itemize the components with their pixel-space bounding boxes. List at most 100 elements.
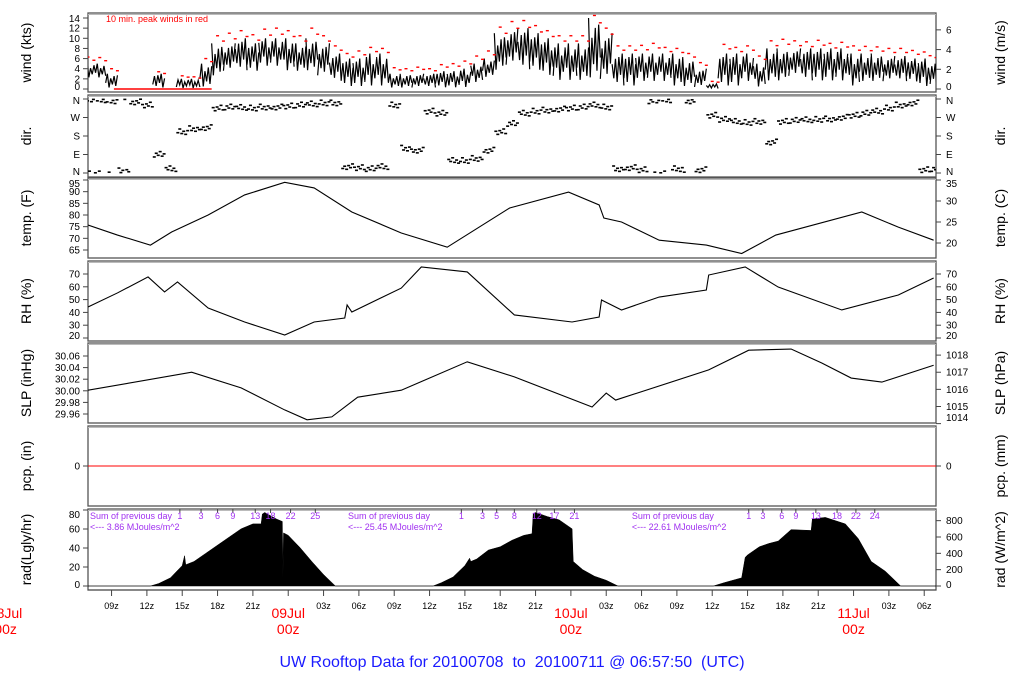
peak-wind-mark	[110, 68, 114, 70]
wind-direction-point	[702, 169, 706, 172]
wind-speed-mark	[328, 53, 342, 81]
time-tick-label: 15z	[740, 601, 755, 611]
dir-frame	[87, 94, 937, 178]
wind-direction-point	[301, 106, 305, 108]
peak-wind-mark	[575, 40, 579, 42]
wind-direction-point	[170, 169, 174, 172]
wind-direction-point	[596, 103, 600, 106]
temp-plot-area	[88, 181, 934, 255]
wind-speed-mark	[599, 33, 613, 79]
wind-speed-mark	[458, 68, 472, 88]
wind-direction-point	[188, 125, 192, 127]
peak-wind-mark	[322, 35, 326, 37]
wind-direction-point	[129, 102, 133, 105]
wind-direction-point	[604, 108, 608, 110]
wind-speed-mark	[211, 43, 225, 76]
wind-direction-point	[796, 121, 800, 124]
wind-speed-mark	[576, 43, 590, 80]
wind-direction-point	[619, 166, 623, 169]
wind-speed-mark	[481, 58, 495, 77]
peak-wind-mark	[905, 51, 909, 54]
wind-direction-point	[474, 157, 478, 159]
wind-direction-point	[657, 99, 661, 102]
dir-right-tick-label: S	[946, 132, 953, 143]
temp-right-tick-label: 30	[946, 197, 958, 208]
wind-speed-mark	[564, 43, 578, 80]
peak-wind-mark	[386, 51, 390, 54]
wind-direction-point	[215, 106, 219, 108]
wind-direction-point	[751, 120, 755, 123]
wind-direction-point	[773, 142, 777, 144]
peak-wind-mark	[233, 38, 237, 40]
peak-wind-mark	[492, 54, 496, 56]
wind-direction-point	[429, 111, 433, 113]
wind-direction-point	[396, 106, 400, 109]
wind-direction-point	[89, 100, 93, 103]
time-axis: 09z 12z 15z 18z 21z 03z 06z 09z 12z 15z 18z 21z 03z 0…	[0, 589, 936, 637]
pcp-right-tick-label: 0	[946, 462, 952, 473]
wind-direction-point	[631, 167, 635, 170]
wind-direction-point	[857, 116, 861, 118]
wind-direction-point	[733, 117, 737, 120]
wind-direction-point	[394, 103, 398, 106]
peak-wind-mark	[634, 49, 638, 51]
rh-left-tick-label: 50	[69, 295, 81, 306]
wind-speed-mark	[187, 78, 201, 89]
peak-wind-mark	[428, 68, 432, 70]
wind-direction-point	[570, 108, 574, 110]
wind-direction-point	[782, 121, 786, 124]
wind-direction-point	[672, 165, 676, 167]
wind-direction-point	[741, 122, 745, 125]
peak-wind-mark	[410, 70, 414, 72]
peak-wind-mark	[545, 29, 549, 32]
wind-direction-point	[95, 100, 99, 102]
wind-speed-mark	[246, 43, 260, 71]
wind-direction-point	[339, 103, 343, 105]
wind-direction-point	[457, 162, 461, 164]
wind-direction-point	[910, 104, 914, 107]
wind-direction-point	[886, 109, 890, 111]
wind-direction-point	[643, 166, 647, 168]
peak-wind-mark	[640, 44, 644, 47]
wind-direction-point	[614, 169, 618, 172]
wind-direction-point	[716, 116, 720, 118]
wind-direction-point	[427, 109, 431, 111]
wind-direction-point	[639, 167, 643, 170]
rad-right-tick-label: 600	[946, 532, 963, 543]
peak-wind-mark	[893, 51, 897, 54]
wind-direction-point	[117, 167, 121, 169]
wind-direction-point	[415, 152, 419, 154]
wind-direction-point	[199, 128, 203, 131]
wind-direction-point	[192, 127, 196, 129]
wind-speed-mark	[729, 53, 743, 86]
wind-direction-point	[341, 167, 345, 170]
wind-direction-point	[276, 105, 280, 107]
day-label-time: 00z	[0, 621, 17, 637]
peak-wind-mark	[398, 69, 402, 71]
peak-wind-mark	[863, 45, 867, 48]
wind-left-tick-label: 8	[74, 44, 80, 55]
time-tick-label: 09z	[670, 601, 685, 611]
wind-direction-point	[531, 107, 535, 110]
wind-speed-mark	[858, 53, 872, 81]
temp-right-tick-label: 35	[946, 179, 958, 190]
time-tick-label: 12z	[422, 601, 437, 611]
wind-direction-point	[398, 103, 402, 105]
peak-wind-mark	[92, 59, 96, 61]
wind-speed-mark	[88, 65, 95, 78]
wind-direction-point	[504, 132, 508, 135]
wind-direction-point	[141, 103, 144, 106]
peak-wind-mark	[445, 66, 449, 68]
wind-direction-point	[659, 171, 663, 174]
wind-direction-point	[223, 108, 227, 111]
peak-wind-mark	[274, 27, 278, 29]
time-tick-label: 12z	[705, 601, 720, 611]
temperature-line	[88, 181, 934, 255]
wind-direction-point	[792, 120, 796, 123]
wind-direction-point	[918, 168, 922, 171]
wind-direction-point	[612, 165, 616, 167]
wind-direction-point	[780, 119, 784, 122]
slp-left-tick-label: 30.04	[55, 363, 80, 374]
wind-direction-point	[506, 125, 510, 127]
